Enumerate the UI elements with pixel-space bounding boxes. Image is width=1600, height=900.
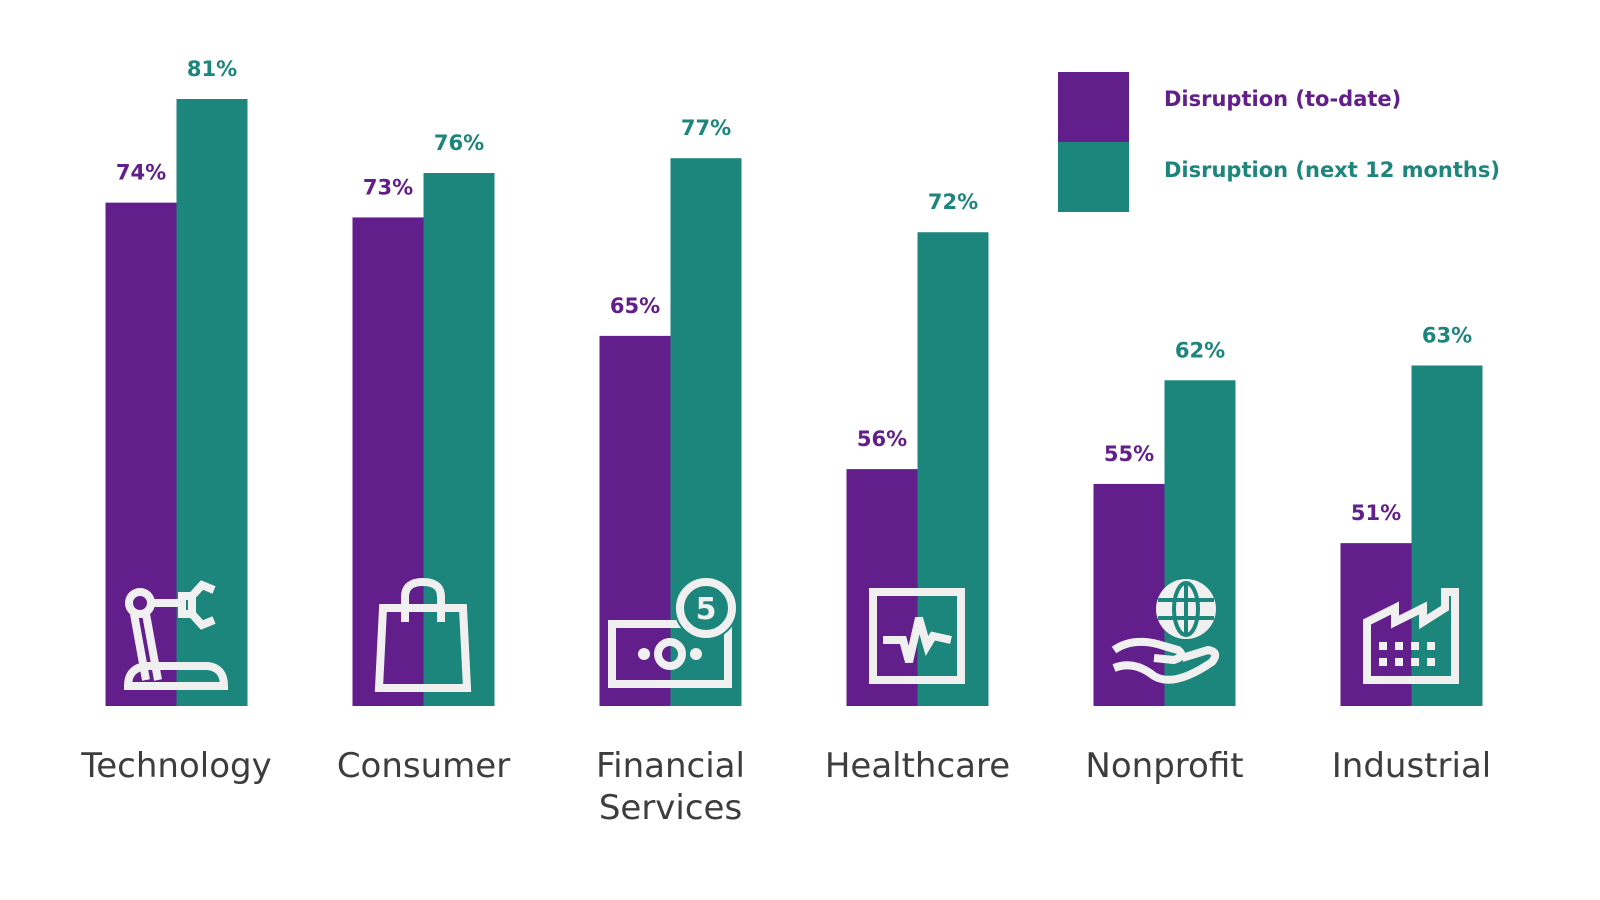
- data-label: 62%: [1175, 338, 1225, 362]
- category-label: Industrial: [1332, 746, 1491, 786]
- category-label-line: Services: [599, 788, 742, 828]
- legend: Disruption (to-date) Disruption (next 12…: [1058, 72, 1500, 212]
- data-label: 81%: [187, 57, 237, 81]
- heart-monitor-icon: [869, 588, 965, 684]
- bar-to-date: [105, 202, 177, 706]
- category-label-line: Financial: [596, 746, 745, 786]
- legend-label-to-date: Disruption (to-date): [1164, 87, 1401, 111]
- legend-label-next-12-months: Disruption (next 12 months): [1164, 158, 1500, 182]
- data-label: 72%: [928, 190, 978, 214]
- data-label: 73%: [363, 175, 413, 199]
- money-coin-icon: 5: [608, 576, 738, 688]
- bar-to-date: [846, 469, 918, 706]
- bar-next-12-months: [1411, 365, 1483, 706]
- bar-next-12-months: [423, 173, 495, 706]
- data-label: 55%: [1104, 442, 1154, 466]
- robot-arm-icon: [123, 580, 229, 690]
- shopping-bag-icon: [374, 577, 472, 692]
- data-label: 65%: [610, 294, 660, 318]
- data-label: 63%: [1422, 323, 1472, 347]
- data-label: 76%: [434, 131, 484, 155]
- category-label: Consumer: [337, 746, 510, 786]
- data-label: 77%: [681, 116, 731, 140]
- category-label: Technology: [80, 746, 271, 786]
- category-label: Financial Services: [596, 746, 745, 828]
- bar-to-date: [352, 217, 424, 706]
- svg-text:5: 5: [696, 592, 717, 627]
- bar-next-12-months: [917, 232, 989, 706]
- legend-swatch-next-12-months: [1058, 142, 1129, 212]
- factory-icon: [1363, 588, 1459, 684]
- category-label: Nonprofit: [1085, 746, 1243, 786]
- category-label: Healthcare: [825, 746, 1010, 786]
- data-label: 74%: [116, 161, 166, 185]
- data-label: 51%: [1351, 501, 1401, 525]
- data-label: 56%: [857, 427, 907, 451]
- legend-swatch-to-date: [1058, 72, 1129, 142]
- hand-globe-icon: [1111, 579, 1220, 684]
